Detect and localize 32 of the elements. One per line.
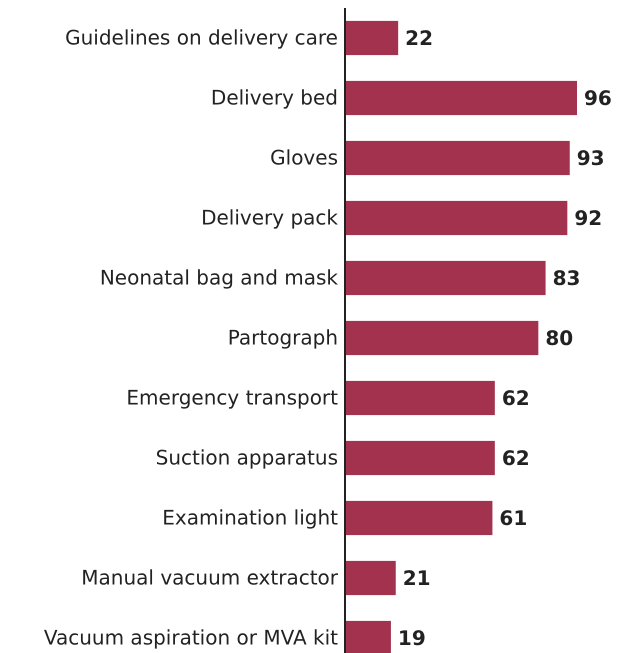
data-label: 62 [502, 446, 530, 470]
y-tick-label: Suction apparatus [156, 445, 338, 470]
data-label: 96 [584, 86, 612, 110]
data-label: 80 [545, 326, 574, 350]
y-tick-label: Guidelines on delivery care [65, 25, 338, 50]
bar [345, 20, 398, 56]
bar [345, 200, 568, 236]
data-label: 93 [576, 146, 605, 170]
bar [345, 320, 538, 356]
data-label: 61 [499, 506, 528, 530]
y-tick-label: Neonatal bag and mask [100, 265, 338, 290]
bar [345, 260, 546, 296]
bar [345, 440, 495, 476]
bar [345, 560, 396, 596]
data-label: 19 [398, 626, 426, 650]
bar [345, 140, 570, 176]
y-tick-label: Examination light [162, 505, 338, 530]
y-tick-label: Manual vacuum extractor [81, 565, 339, 590]
y-tick-label: Gloves [270, 145, 338, 170]
data-label: 92 [574, 206, 602, 230]
bar [345, 500, 492, 536]
y-tick-label: Emergency transport [126, 385, 338, 410]
y-tick-label: Vacuum aspiration or MVA kit [44, 625, 338, 650]
data-label: 21 [402, 566, 431, 590]
y-tick-label: Delivery pack [201, 205, 338, 230]
data-label: 83 [552, 266, 580, 290]
y-tick-label: Partograph [228, 325, 338, 350]
bar [345, 380, 495, 416]
bar [345, 80, 577, 116]
data-label: 62 [502, 386, 530, 410]
y-tick-label: Delivery bed [210, 85, 338, 110]
data-label: 22 [405, 26, 434, 50]
